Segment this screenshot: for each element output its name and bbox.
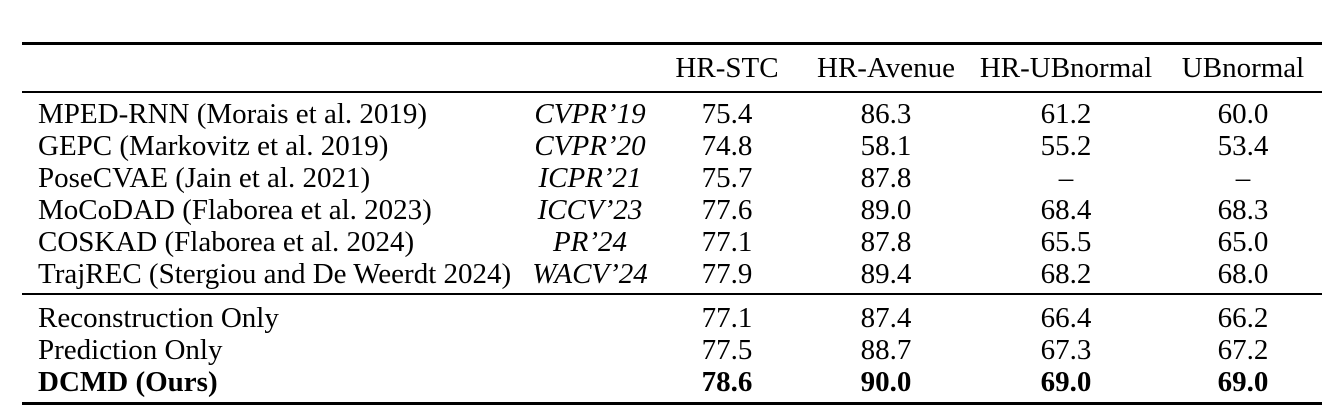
venue-cell [530,294,650,334]
method-cell: Reconstruction Only [38,302,279,334]
metric-cell: 67.3 [1040,334,1092,366]
table-row: MPED-RNN (Morais et al. 2019) CVPR’19 75… [22,92,1322,130]
method-cell: TrajREC (Stergiou and De Weerdt 2024) [38,258,512,290]
header-method [22,44,530,93]
method-cell: COSKAD (Flaborea et al. 2024) [38,226,415,258]
table-row: COSKAD (Flaborea et al. 2024) PR’24 77.1… [22,226,1322,258]
metric-cell: 87.8 [860,226,912,258]
method-cell: DCMD (Ours) [38,366,218,398]
header-hr-stc: HR-STC [675,52,779,84]
method-cell: MPED-RNN (Morais et al. 2019) [38,98,428,130]
venue-cell: ICPR’21 [538,162,642,194]
metric-cell: 60.0 [1217,98,1269,130]
metric-cell: 65.5 [1040,226,1092,258]
table-row: MoCoDAD (Flaborea et al. 2023) ICCV’23 7… [22,194,1322,226]
metric-cell: 87.8 [860,162,912,194]
metric-cell: 58.1 [860,130,912,162]
metric-cell: 77.9 [701,258,753,290]
metric-cell: 66.4 [1040,302,1092,334]
metric-cell: 69.0 [1040,366,1092,398]
header-hr-ubnormal: HR-UBnormal [979,52,1153,84]
table-row: PoseCVAE (Jain et al. 2021) ICPR’21 75.7… [22,162,1322,194]
venue-cell [530,334,650,366]
metric-cell: 67.2 [1217,334,1269,366]
method-cell: MoCoDAD (Flaborea et al. 2023) [38,194,432,226]
metric-cell: 77.1 [701,226,753,258]
metric-cell: 75.4 [701,98,753,130]
prior-work-section: MPED-RNN (Morais et al. 2019) CVPR’19 75… [22,92,1322,294]
metric-cell: 90.0 [860,366,912,398]
venue-cell: WACV’24 [532,258,648,290]
metric-cell: 78.6 [701,366,753,398]
metric-cell: 66.2 [1217,302,1269,334]
metric-cell: 89.0 [860,194,912,226]
results-table: HR-STC HR-Avenue HR-UBnormal UBnormal MP… [22,42,1322,405]
header-ubnormal: UBnormal [1181,52,1305,84]
metric-cell: 68.0 [1217,258,1269,290]
metric-cell: 77.1 [701,302,753,334]
header-venue [530,44,650,93]
metric-cell: 75.7 [701,162,753,194]
metric-cell: 86.3 [860,98,912,130]
table-header: HR-STC HR-Avenue HR-UBnormal UBnormal [22,44,1322,93]
table-row-ours: DCMD (Ours) 78.6 90.0 69.0 69.0 [22,366,1322,404]
metric-cell: 77.5 [701,334,753,366]
metric-cell: 65.0 [1217,226,1269,258]
method-cell: Prediction Only [38,334,223,366]
metric-cell: 61.2 [1040,98,1092,130]
table-row: TrajREC (Stergiou and De Weerdt 2024) WA… [22,258,1322,294]
metric-cell: 87.4 [860,302,912,334]
metric-cell: – [1058,162,1074,194]
ablation-section: Reconstruction Only 77.1 87.4 66.4 66.2 … [22,294,1322,404]
method-cell: GEPC (Markovitz et al. 2019) [38,130,389,162]
metric-cell: – [1235,162,1251,194]
results-table-container: HR-STC HR-Avenue HR-UBnormal UBnormal MP… [22,42,1322,405]
metric-cell: 77.6 [701,194,753,226]
header-row: HR-STC HR-Avenue HR-UBnormal UBnormal [22,44,1322,93]
metric-cell: 53.4 [1217,130,1269,162]
header-hr-avenue: HR-Avenue [817,52,955,84]
method-cell: PoseCVAE (Jain et al. 2021) [38,162,371,194]
table-row: GEPC (Markovitz et al. 2019) CVPR’20 74.… [22,130,1322,162]
venue-cell: CVPR’20 [534,130,646,162]
metric-cell: 74.8 [701,130,753,162]
metric-cell: 69.0 [1217,366,1269,398]
metric-cell: 88.7 [860,334,912,366]
metric-cell: 68.2 [1040,258,1092,290]
metric-cell: 68.4 [1040,194,1092,226]
table-row: Reconstruction Only 77.1 87.4 66.4 66.2 [22,294,1322,334]
venue-cell: ICCV’23 [537,194,643,226]
metric-cell: 89.4 [860,258,912,290]
venue-cell: PR’24 [552,226,628,258]
table-row: Prediction Only 77.5 88.7 67.3 67.2 [22,334,1322,366]
metric-cell: 68.3 [1217,194,1269,226]
metric-cell: 55.2 [1040,130,1092,162]
venue-cell [530,366,650,404]
venue-cell: CVPR’19 [534,98,646,130]
